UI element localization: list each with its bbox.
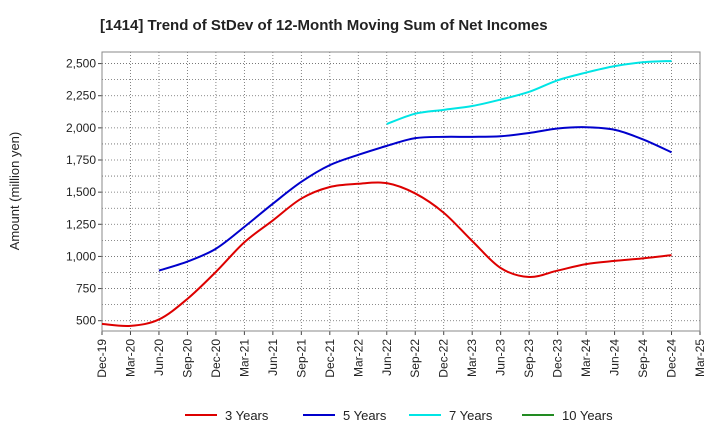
x-tick-label: Sep-22: [408, 339, 422, 378]
y-tick-label: 1,750: [66, 153, 96, 167]
y-tick-label: 500: [76, 314, 96, 328]
series-line-5-years: [158, 126, 672, 272]
x-tick-label: Jun-24: [608, 339, 622, 376]
legend-label-5-years: 5 Years: [343, 408, 387, 423]
x-tick-label: Dec-23: [551, 339, 565, 378]
plot-border: [101, 51, 701, 332]
legend: 3 Years 5 Years 7 Years 10 Years: [185, 408, 613, 423]
y-tick-label: 2,000: [66, 121, 96, 135]
x-tick-label: Dec-21: [323, 339, 337, 378]
x-tick-label: Dec-22: [437, 339, 451, 378]
y-axis-label: Amount (million yen): [7, 132, 22, 251]
plot-area: Dec-19 Mar-20 Jun-20 Sep-20 Dec-20 Mar-21 Jun-…: [66, 51, 707, 378]
x-tick-label: Jun-21: [266, 339, 280, 376]
legend-label-10-years: 10 Years: [562, 408, 613, 423]
x-tick-label: Dec-24: [665, 339, 679, 378]
x-tick-label: Sep-24: [636, 339, 650, 378]
x-tick-label: Sep-23: [522, 339, 536, 378]
x-tick-label: Jun-23: [494, 339, 508, 376]
chart-title: [1414] Trend of StDev of 12-Month Moving…: [100, 17, 548, 34]
legend-label-3-years: 3 Years: [225, 408, 269, 423]
x-tick-label: Mar-20: [123, 339, 137, 377]
x-tick-label: Dec-19: [95, 339, 109, 378]
legend-label-7-years: 7 Years: [449, 408, 493, 423]
y-tick-label: 2,500: [66, 57, 96, 71]
x-tick-label: Sep-21: [294, 339, 308, 378]
y-tick-label: 1,500: [66, 185, 96, 199]
series-line-3-years: [101, 181, 672, 328]
y-tick-label: 750: [76, 282, 96, 296]
x-tick-label: Mar-22: [351, 339, 365, 377]
x-tick-label: Mar-23: [465, 339, 479, 377]
y-tick-label: 2,250: [66, 89, 96, 103]
y-tick-label: 1,250: [66, 217, 96, 231]
x-tick-label: Mar-21: [237, 339, 251, 377]
x-tick-label: Sep-20: [180, 339, 194, 378]
y-tick-label: 1,000: [66, 249, 96, 263]
x-tick-label: Mar-25: [693, 339, 707, 377]
x-tick-label: Dec-20: [209, 339, 223, 378]
x-tick-label: Mar-24: [579, 339, 593, 377]
plot-background: [102, 52, 700, 331]
x-tick-label: Jun-20: [152, 339, 166, 376]
series-line-7-years: [386, 60, 672, 125]
x-tick-label: Jun-22: [380, 339, 394, 376]
